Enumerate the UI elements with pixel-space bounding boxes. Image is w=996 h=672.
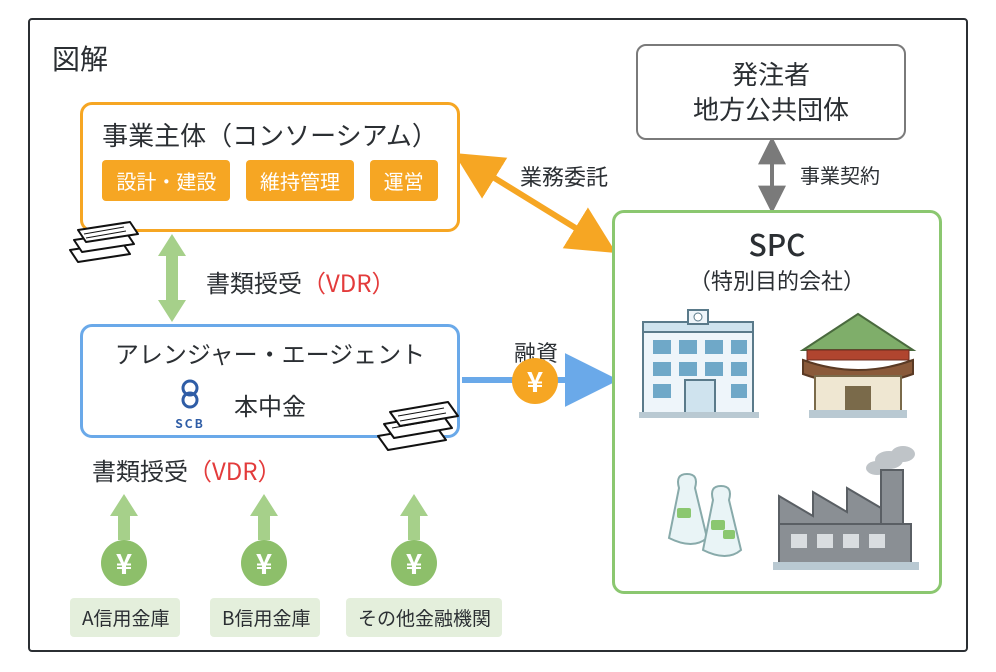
vdr-bottom-pre: 書類授受 <box>92 452 188 487</box>
vdr-top-pre: 書類授受 <box>206 264 302 299</box>
yen-coin-icon: ¥ <box>391 540 437 586</box>
edge-vdr-top <box>158 234 186 322</box>
factory-icon <box>765 444 931 574</box>
documents-stack-icon <box>372 388 466 458</box>
scb-logo-icon: SCB <box>168 377 212 432</box>
consortium-title: 事業主体（コンソーシアム） <box>83 117 457 152</box>
yen-coin-icon: ¥ <box>512 358 558 404</box>
diagram-frame: 図解 <box>28 18 968 652</box>
chip-design-build: 設計・建設 <box>102 160 230 201</box>
chip-maintenance: 維持管理 <box>246 160 354 201</box>
yen-coin-icon: ¥ <box>241 540 287 586</box>
bank-b: B信用金庫 <box>210 598 320 637</box>
orderer-line2: 地方公共団体 <box>638 91 904 126</box>
node-orderer: 発注者 地方公共団体 <box>636 44 906 140</box>
vdr-bottom-suffix: （VDR） <box>188 452 282 487</box>
pavilion-icon <box>785 310 931 422</box>
yen-coin-icon: ¥ <box>101 540 147 586</box>
vdr-top-label: 書類授受（VDR） <box>206 264 396 299</box>
spc-subtitle: （特別目的会社） <box>615 264 939 296</box>
orderer-line1: 発注者 <box>638 56 904 91</box>
edge-contract-label: 事業契約 <box>800 160 880 189</box>
arranger-subtitle: 本中金 <box>234 387 306 422</box>
bank-other: その他金融機関 <box>346 598 502 637</box>
chip-operation: 運営 <box>370 160 438 201</box>
bank-arrows <box>110 494 428 540</box>
vdr-bottom-label: 書類授受（VDR） <box>92 452 282 487</box>
office-building-icon <box>633 310 763 420</box>
scb-logo-text: SCB <box>168 415 212 432</box>
spc-title: SPC <box>615 223 939 264</box>
arranger-title: アレンジャー・エージェント <box>83 337 457 369</box>
edge-outsourcing-label: 業務委託 <box>520 160 608 192</box>
vdr-top-suffix: （VDR） <box>302 264 396 299</box>
documents-stack-icon <box>64 210 142 268</box>
bank-a: A信用金庫 <box>70 598 180 637</box>
waste-bags-icon <box>651 464 761 560</box>
node-spc: SPC （特別目的会社） <box>612 210 942 594</box>
